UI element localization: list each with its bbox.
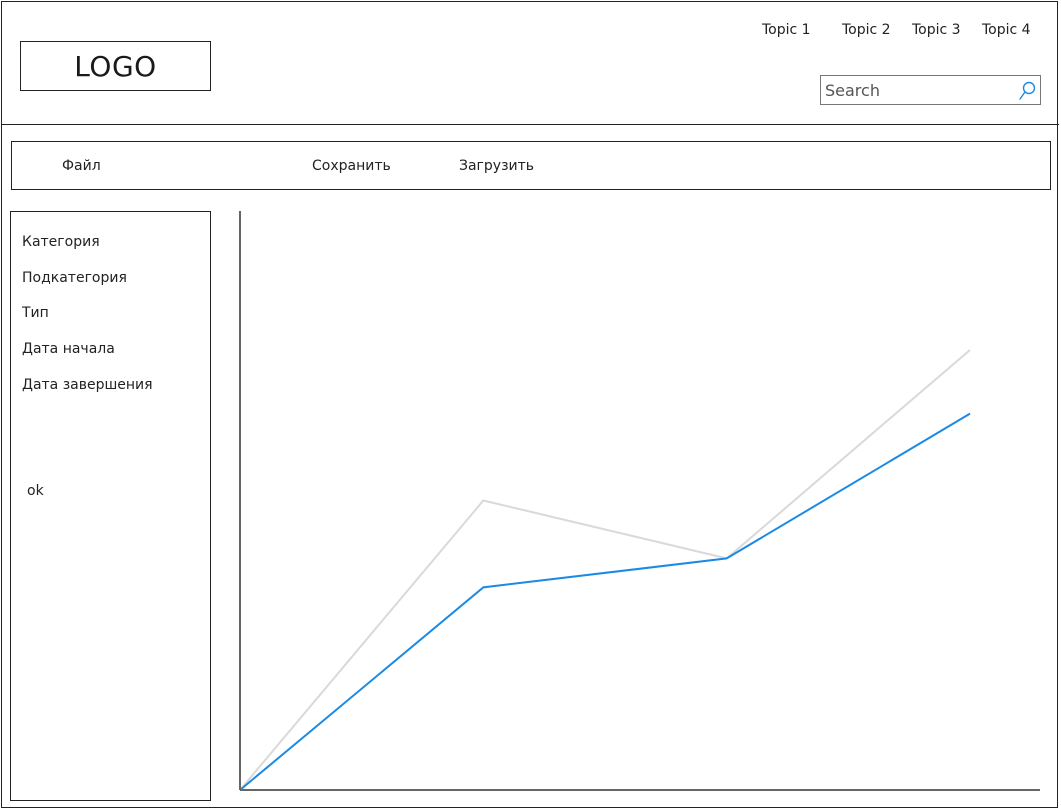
search-box: [820, 75, 1041, 105]
nav-topic-3[interactable]: Topic 3: [912, 22, 961, 38]
nav-topic-2[interactable]: Topic 2: [842, 22, 891, 38]
series-line-1: [239, 349, 971, 791]
line-chart: [239, 211, 1040, 791]
logo: LOGO: [20, 41, 211, 91]
filter-end-date[interactable]: Дата завершения: [22, 377, 153, 393]
filter-subcategory[interactable]: Подкатегория: [22, 270, 127, 286]
filter-category[interactable]: Категория: [22, 234, 100, 250]
nav-topic-4[interactable]: Topic 4: [982, 22, 1031, 38]
menu-load[interactable]: Загрузить: [459, 158, 535, 174]
nav-topic-1[interactable]: Topic 1: [762, 22, 811, 38]
series-line-2: [239, 412, 971, 791]
search-input[interactable]: [825, 80, 1011, 100]
header-divider: [1, 124, 1059, 125]
filter-start-date[interactable]: Дата начала: [22, 341, 115, 357]
filter-sidebar: Категория Подкатегория Тип Дата начала Д…: [10, 211, 211, 801]
menu-file[interactable]: Файл: [62, 158, 101, 174]
menu-bar: Файл Сохранить Загрузить: [11, 141, 1051, 190]
search-icon[interactable]: [1017, 80, 1037, 102]
menu-save[interactable]: Сохранить: [312, 158, 391, 174]
ok-button[interactable]: ok: [27, 483, 44, 499]
filter-type[interactable]: Тип: [22, 305, 49, 321]
